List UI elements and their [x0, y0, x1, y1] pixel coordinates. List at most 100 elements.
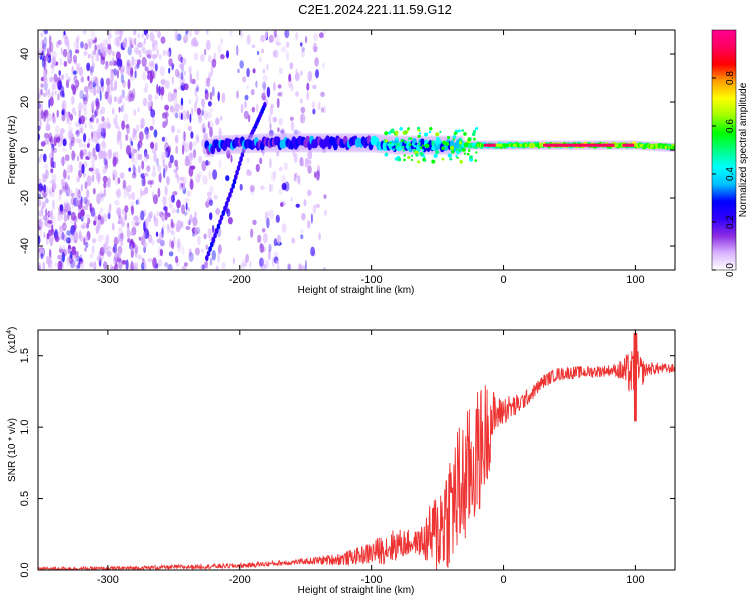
- noise-blob: [122, 215, 127, 221]
- streak-blob: [219, 214, 224, 221]
- noise-blob: [155, 231, 159, 237]
- noise-blob: [138, 49, 142, 59]
- noise-blob: [151, 116, 155, 126]
- noise-blob: [40, 228, 43, 238]
- noise-blob: [70, 225, 76, 236]
- noise-blob: [121, 259, 127, 265]
- noise-blob: [70, 197, 76, 206]
- noise-blob: [111, 57, 115, 66]
- noise-blob: [73, 197, 79, 207]
- noise-blob: [114, 157, 119, 165]
- noise-blob: [153, 152, 157, 163]
- noise-blob: [315, 69, 319, 79]
- noise-blob: [277, 127, 280, 133]
- track-speckle: [405, 145, 410, 149]
- noise-blob: [82, 100, 87, 112]
- noise-blob: [154, 142, 158, 152]
- noise-blob: [237, 236, 241, 241]
- noise-blob: [146, 54, 152, 59]
- noise-blob: [189, 214, 193, 223]
- streak-blob: [218, 219, 222, 225]
- noise-blob: [144, 82, 149, 93]
- noise-blob: [84, 45, 87, 50]
- noise-blob: [58, 211, 61, 217]
- noise-blob: [51, 224, 54, 234]
- noise-blob: [58, 194, 62, 201]
- noise-blob: [53, 136, 57, 147]
- noise-blob: [171, 125, 175, 133]
- noise-blob: [100, 77, 104, 88]
- noise-blob: [118, 217, 123, 224]
- noise-blob: [145, 130, 151, 141]
- noise-blob: [57, 93, 60, 101]
- noise-blob: [262, 81, 267, 90]
- noise-blob: [148, 234, 153, 244]
- noise-blob: [144, 172, 149, 177]
- noise-blob: [47, 55, 52, 64]
- track-speckle: [472, 142, 476, 147]
- noise-blob: [120, 241, 124, 247]
- track-speckle: [403, 154, 406, 157]
- noise-blob: [211, 58, 217, 68]
- noise-blob: [190, 131, 194, 139]
- noise-blob: [59, 204, 64, 212]
- noise-blob: [77, 261, 81, 269]
- noise-blob: [206, 30, 209, 35]
- noise-blob: [79, 149, 84, 160]
- noise-blob: [157, 164, 162, 172]
- noise-blob: [78, 138, 83, 148]
- noise-blob: [49, 76, 54, 83]
- noise-blob: [107, 33, 112, 40]
- noise-blob: [50, 168, 54, 174]
- noise-blob: [41, 39, 45, 50]
- noise-blob: [119, 172, 125, 179]
- noise-blob: [239, 30, 244, 39]
- noise-blob: [107, 43, 112, 50]
- noise-blob: [116, 188, 121, 198]
- noise-blob: [201, 123, 206, 134]
- noise-blob: [120, 73, 124, 84]
- noise-blob: [182, 57, 187, 65]
- track-speckle: [410, 137, 413, 140]
- noise-blob: [86, 189, 90, 199]
- noise-blob: [160, 36, 166, 44]
- noise-blob: [156, 158, 159, 167]
- noise-blob: [268, 243, 272, 253]
- noise-blob: [73, 224, 77, 230]
- noise-blob: [45, 169, 49, 180]
- noise-blob: [94, 37, 98, 43]
- noise-blob: [322, 267, 326, 270]
- track-speckle: [408, 143, 412, 147]
- noise-blob: [323, 209, 328, 216]
- noise-blob: [207, 101, 212, 107]
- track-speckle: [407, 137, 411, 141]
- track-speckle: [390, 143, 394, 147]
- noise-blob: [38, 193, 42, 199]
- noise-blob: [92, 238, 96, 244]
- noise-blob: [176, 242, 182, 253]
- noise-blob: [77, 199, 83, 210]
- spectrogram-signal-track: [203, 126, 675, 164]
- noise-blob: [281, 182, 287, 191]
- noise-blob: [107, 30, 112, 37]
- noise-blob: [63, 30, 66, 36]
- noise-blob: [49, 248, 52, 259]
- noise-blob: [272, 116, 277, 123]
- noise-blob: [87, 217, 91, 225]
- noise-blob: [276, 41, 282, 46]
- noise-blob: [276, 97, 280, 109]
- noise-blob: [159, 65, 165, 77]
- noise-blob: [295, 203, 300, 208]
- track-speckle: [419, 146, 423, 150]
- noise-blob: [59, 127, 65, 134]
- noise-blob: [135, 199, 139, 205]
- noise-blob: [240, 262, 245, 269]
- noise-blob: [194, 226, 197, 237]
- track-speckle: [417, 134, 421, 138]
- noise-blob: [123, 96, 129, 101]
- noise-blob: [87, 151, 92, 158]
- noise-blob: [38, 155, 41, 161]
- noise-blob: [302, 162, 305, 167]
- y-tick-label: 0.0: [19, 562, 31, 577]
- noise-blob: [67, 174, 71, 181]
